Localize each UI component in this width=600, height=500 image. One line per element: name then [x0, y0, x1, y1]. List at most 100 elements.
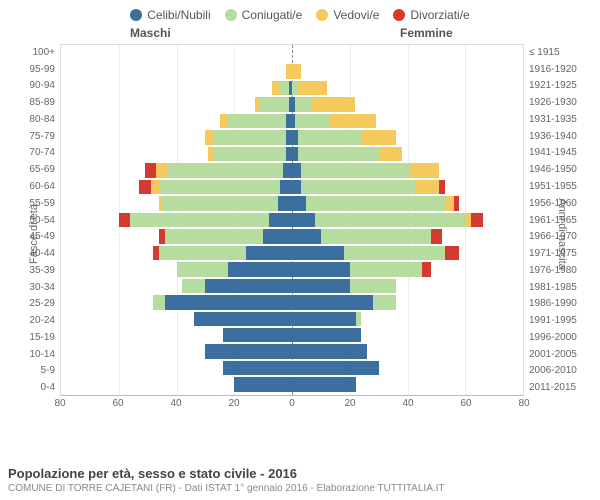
pyramid-row — [61, 327, 523, 343]
bar-segment — [228, 114, 286, 128]
bar-segment — [292, 328, 361, 342]
pyramid-rows — [61, 47, 523, 393]
bar-segment — [272, 81, 281, 95]
legend-label: Divorziati/e — [410, 8, 469, 22]
birth-label: 2006-2010 — [524, 363, 584, 380]
bar-segment — [416, 180, 439, 194]
bar-wrap — [292, 361, 379, 375]
bar-segment — [350, 279, 396, 293]
female-half — [292, 294, 523, 310]
male-half — [61, 146, 292, 162]
male-half — [61, 311, 292, 327]
female-half — [292, 47, 523, 63]
birth-label: 1956-1960 — [524, 195, 584, 212]
bar-segment — [165, 295, 292, 309]
bar-segment — [292, 361, 379, 375]
birth-label: 1936-1940 — [524, 128, 584, 145]
legend-item: Coniugati/e — [225, 8, 303, 22]
bar-segment — [292, 180, 301, 194]
bar-segment — [306, 196, 445, 210]
bar-wrap — [292, 328, 361, 342]
bar-wrap — [153, 295, 292, 309]
bar-segment — [139, 180, 151, 194]
male-half — [61, 376, 292, 392]
bar-wrap — [205, 344, 292, 358]
bar-segment — [292, 163, 301, 177]
bar-segment — [312, 97, 355, 111]
age-label: 60-64 — [0, 178, 60, 195]
bar-wrap — [177, 262, 293, 276]
chart-title: Popolazione per età, sesso e stato civil… — [8, 466, 592, 481]
female-half — [292, 311, 523, 327]
bar-wrap — [292, 213, 483, 227]
bar-segment — [431, 229, 443, 243]
bar-segment — [445, 246, 459, 260]
male-half — [61, 343, 292, 359]
bar-segment — [177, 262, 229, 276]
bar-segment — [223, 361, 292, 375]
bar-segment — [165, 229, 263, 243]
bar-segment — [292, 64, 301, 78]
bar-segment — [156, 163, 168, 177]
bar-segment — [194, 312, 292, 326]
bar-wrap — [119, 213, 292, 227]
birth-label: 1971-1975 — [524, 245, 584, 262]
bar-wrap — [292, 147, 402, 161]
pyramid-row — [61, 47, 523, 63]
bar-wrap — [223, 328, 292, 342]
male-half — [61, 63, 292, 79]
bar-segment — [422, 262, 431, 276]
bar-segment — [292, 279, 350, 293]
bar-segment — [119, 213, 131, 227]
female-half — [292, 228, 523, 244]
age-label: 0-4 — [0, 379, 60, 396]
bar-segment — [292, 229, 321, 243]
bar-wrap — [292, 97, 356, 111]
female-half — [292, 195, 523, 211]
bar-segment — [246, 246, 292, 260]
bar-wrap — [254, 97, 292, 111]
bar-segment — [292, 246, 344, 260]
pyramid-row — [61, 80, 523, 96]
pyramid-row — [61, 376, 523, 392]
x-tick: 60 — [112, 398, 123, 409]
bar-wrap — [159, 229, 292, 243]
male-half — [61, 212, 292, 228]
male-half — [61, 327, 292, 343]
male-half — [61, 47, 292, 63]
birth-label: 1986-1990 — [524, 295, 584, 312]
male-half — [61, 278, 292, 294]
female-half — [292, 80, 523, 96]
bar-segment — [292, 377, 356, 391]
bar-segment — [130, 213, 269, 227]
age-label: 80-84 — [0, 111, 60, 128]
bar-segment — [292, 312, 356, 326]
male-half — [61, 96, 292, 112]
chart-area: Fasce di età Anni di nascita 100+95-9990… — [0, 44, 600, 424]
age-label: 40-44 — [0, 245, 60, 262]
female-half — [292, 261, 523, 277]
age-label: 45-49 — [0, 228, 60, 245]
bar-segment — [214, 147, 286, 161]
bar-segment — [292, 344, 367, 358]
female-half — [292, 360, 523, 376]
pyramid-row — [61, 113, 523, 129]
bar-segment — [260, 97, 289, 111]
female-half — [292, 146, 523, 162]
male-header: Maschi — [130, 26, 171, 40]
chart-subtitle: COMUNE DI TORRE CAJETANI (FR) - Dati IST… — [8, 483, 592, 494]
birth-label: ≤ 1915 — [524, 44, 584, 61]
pyramid-row — [61, 278, 523, 294]
legend-item: Celibi/Nubili — [130, 8, 210, 22]
bar-segment — [292, 295, 373, 309]
pyramid-row — [61, 96, 523, 112]
bar-segment — [361, 130, 396, 144]
birth-label: 1951-1955 — [524, 178, 584, 195]
bar-wrap — [194, 312, 292, 326]
age-label: 10-14 — [0, 346, 60, 363]
age-label: 20-24 — [0, 312, 60, 329]
male-half — [61, 113, 292, 129]
pyramid-row — [61, 212, 523, 228]
age-label: 85-89 — [0, 94, 60, 111]
bar-segment — [321, 229, 431, 243]
